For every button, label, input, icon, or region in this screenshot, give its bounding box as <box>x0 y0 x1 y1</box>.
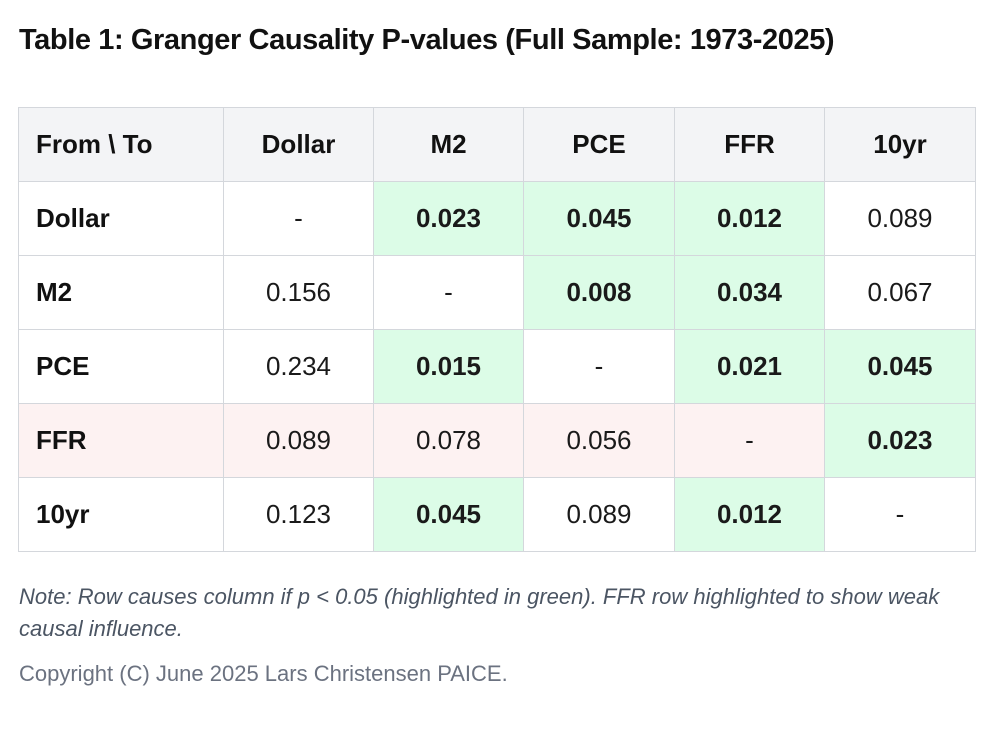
table-cell: - <box>223 181 374 256</box>
table-row-ffr: FFR 0.089 0.078 0.056 - 0.023 <box>18 403 976 478</box>
table-cell: - <box>373 255 524 330</box>
table-cell: 0.015 <box>373 329 524 404</box>
row-header-m2: M2 <box>18 255 224 330</box>
table-cell: 0.234 <box>223 329 374 404</box>
column-header-10yr: 10yr <box>824 107 976 182</box>
table-cell: 0.008 <box>523 255 675 330</box>
row-header-10yr: 10yr <box>18 477 224 552</box>
column-header-pce: PCE <box>523 107 675 182</box>
table-row-10yr: 10yr 0.123 0.045 0.089 0.012 - <box>18 477 976 552</box>
table-cell: - <box>523 329 675 404</box>
table-cell: 0.012 <box>674 181 825 256</box>
table-cell: 0.123 <box>223 477 374 552</box>
table-cell: 0.034 <box>674 255 825 330</box>
copyright-text: Copyright (C) June 2025 Lars Christensen… <box>19 661 508 686</box>
table-cell: 0.078 <box>373 403 524 478</box>
table-cell: - <box>824 477 976 552</box>
table-cell: 0.045 <box>373 477 524 552</box>
table-cell: 0.056 <box>523 403 675 478</box>
table-note: Note: Row causes column if p < 0.05 (hig… <box>19 584 940 641</box>
table-row-pce: PCE 0.234 0.015 - 0.021 0.045 <box>18 329 976 404</box>
table-cell: 0.023 <box>373 181 524 256</box>
column-header-ffr: FFR <box>674 107 825 182</box>
table-cell: 0.023 <box>824 403 976 478</box>
table-cell: 0.045 <box>523 181 675 256</box>
table-cell: 0.012 <box>674 477 825 552</box>
table-title: Table 1: Granger Causality P-values (Ful… <box>19 24 835 56</box>
row-header-dollar: Dollar <box>18 181 224 256</box>
table-cell: 0.089 <box>223 403 374 478</box>
corner-header: From \ To <box>18 107 224 182</box>
column-header-m2: M2 <box>373 107 524 182</box>
table-cell: 0.045 <box>824 329 976 404</box>
table-cell: 0.021 <box>674 329 825 404</box>
header-row: From \ To Dollar M2 PCE FFR 10yr <box>18 107 976 182</box>
table-cell: 0.156 <box>223 255 374 330</box>
table-cell: - <box>674 403 825 478</box>
table-row-m2: M2 0.156 - 0.008 0.034 0.067 <box>18 255 976 330</box>
row-header-pce: PCE <box>18 329 224 404</box>
table-cell: 0.067 <box>824 255 976 330</box>
table-cell: 0.089 <box>824 181 976 256</box>
table-cell: 0.089 <box>523 477 675 552</box>
column-header-dollar: Dollar <box>223 107 374 182</box>
table-row-dollar: Dollar - 0.023 0.045 0.012 0.089 <box>18 181 976 256</box>
granger-causality-table: From \ To Dollar M2 PCE FFR 10yr Dollar … <box>18 107 976 552</box>
row-header-ffr: FFR <box>18 403 224 478</box>
